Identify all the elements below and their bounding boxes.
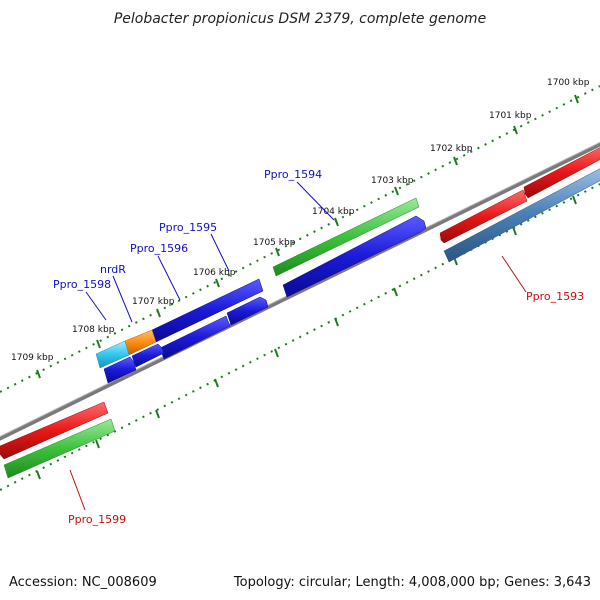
gene-ppro-1595-cds[interactable] (159, 315, 231, 360)
tick-major (512, 226, 517, 236)
gene-label-ppro-1595[interactable]: Ppro_1595 (159, 221, 217, 234)
leader-ppro-1594 (296, 181, 335, 221)
tick-major (274, 348, 279, 358)
scale-label: 1700 kbp (547, 78, 590, 88)
gene-label-ppro-1598[interactable]: Ppro_1598 (53, 278, 111, 291)
scale-label: 1707 kbp (132, 297, 175, 307)
leader-ppro-1598 (85, 291, 107, 321)
tick-major (275, 247, 280, 257)
gene-ppro-1593-bar-b[interactable] (523, 145, 600, 199)
gene-ppro-1593-cds[interactable] (443, 166, 600, 263)
gene-ppro-1594-cds[interactable] (282, 215, 427, 298)
scale-label: 1709 kbp (11, 353, 54, 363)
gene-label-ppro-1593[interactable]: Ppro_1593 (526, 290, 584, 303)
scale-label: 1702 kbp (430, 144, 473, 154)
gene-ppro-1598-bar[interactable] (95, 340, 130, 369)
leader-ppro-1593 (501, 255, 527, 293)
leader-ppro-1599 (69, 469, 86, 511)
genome-backbone (0, 142, 600, 441)
tick-major (393, 287, 398, 297)
gene-ppro-1593-bar-a[interactable] (439, 189, 528, 244)
upper-major-ticks (36, 94, 579, 379)
tick-major (394, 186, 399, 196)
gene-label-ppro-1594[interactable]: Ppro_1594 (264, 168, 322, 181)
map-title: Pelobacter propionicus DSM 2379, complet… (114, 11, 486, 27)
scale-label: 1706 kbp (193, 268, 236, 278)
tick-major (572, 195, 577, 205)
leader-nrdr (112, 275, 133, 323)
tick-major (96, 339, 101, 349)
tick-major (36, 369, 41, 379)
tick-major (215, 278, 220, 288)
tick-major (453, 156, 458, 166)
gene-ppro-1596-cds[interactable] (226, 296, 269, 326)
accession-text: Accession: NC_008609 (9, 575, 157, 590)
upper-scale-ring (0, 85, 600, 393)
tick-major (156, 308, 161, 318)
gene-ppro-1599-bar[interactable] (0, 401, 109, 460)
scale-label: 1703 kbp (371, 176, 414, 186)
scale-label: 1708 kbp (72, 325, 115, 335)
gene-label-ppro-1599[interactable]: Ppro_1599 (68, 513, 126, 526)
tick-major (334, 217, 339, 227)
gene-ppro-1598-cds[interactable] (103, 356, 137, 384)
scale-label: 1704 kbp (312, 207, 355, 217)
genome-summary-text: Topology: circular; Length: 4,008,000 bp… (233, 575, 591, 590)
scale-label: 1705 kbp (253, 238, 296, 248)
lower-major-ticks (36, 195, 577, 480)
tick-major (214, 378, 219, 388)
gene-label-nrdr[interactable]: nrdR (100, 263, 126, 276)
gene-nrdr-cds[interactable] (131, 343, 165, 368)
leader-ppro-1596 (157, 255, 181, 301)
tick-major (155, 409, 160, 419)
gene-ppro-1594-bar[interactable] (272, 197, 420, 277)
leader-ppro-1595 (210, 233, 230, 272)
tick-major (334, 317, 339, 327)
tick-major (513, 125, 518, 135)
tick-major (95, 439, 100, 449)
scale-label: 1701 kbp (489, 111, 532, 121)
gene-ppro-1599-cds[interactable] (3, 418, 116, 479)
gene-leader-lines (69, 181, 527, 511)
tick-major (574, 94, 579, 104)
lower-scale-ring (0, 183, 600, 491)
tick-major (36, 470, 41, 480)
gene-label-ppro-1596[interactable]: Ppro_1596 (130, 242, 188, 255)
